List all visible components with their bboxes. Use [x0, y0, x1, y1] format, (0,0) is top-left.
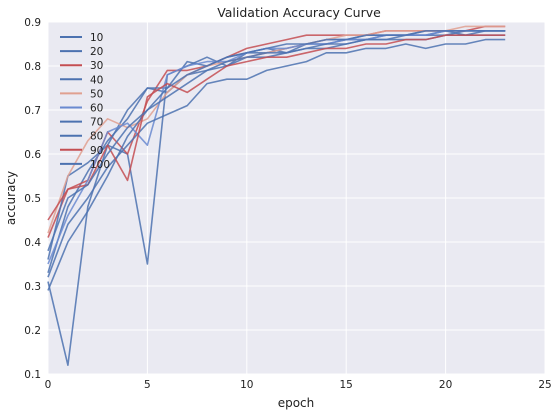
legend: 10 20 30 40 50 60 70 80 90 100 [60, 32, 110, 171]
y-tick-label: 0.9 [24, 17, 41, 29]
y-tick-label: 0.5 [24, 193, 41, 205]
y-axis-ticks: 0.1 0.2 0.3 0.4 0.5 0.6 0.7 0.8 0.9 [24, 17, 41, 381]
x-tick-label: 5 [144, 379, 151, 391]
y-tick-label: 0.8 [24, 61, 41, 73]
series-line-60 [47, 29, 506, 265]
x-axis-label: epoch [278, 396, 315, 410]
y-tick-label: 0.3 [24, 281, 41, 293]
grid-lines [47, 21, 546, 375]
x-tick-label: 25 [538, 379, 551, 391]
chart-title: Validation Accuracy Curve [217, 5, 381, 20]
y-tick-label: 0.7 [24, 105, 41, 117]
x-tick-label: 15 [340, 379, 353, 391]
y-tick-label: 0.4 [24, 237, 41, 249]
series-lines [47, 25, 506, 367]
y-tick-label: 0.2 [24, 325, 41, 337]
x-axis-ticks: 0 5 10 15 20 25 [45, 379, 552, 391]
legend-label-30: 30 [90, 60, 103, 72]
series-line-100 [47, 29, 506, 252]
legend-label-20: 20 [90, 46, 103, 58]
y-axis-label: accuracy [4, 171, 18, 225]
legend-label-40: 40 [90, 74, 103, 86]
legend-label-60: 60 [90, 103, 103, 115]
x-tick-label: 20 [439, 379, 452, 391]
legend-label-80: 80 [90, 131, 103, 143]
legend-label-10: 10 [90, 32, 103, 44]
series-line-70 [47, 38, 506, 278]
legend-label-50: 50 [90, 88, 103, 100]
y-tick-label: 0.1 [24, 369, 41, 381]
legend-label-100: 100 [90, 159, 110, 171]
x-tick-label: 10 [240, 379, 253, 391]
y-tick-label: 0.6 [24, 149, 41, 161]
legend-label-70: 70 [90, 117, 103, 129]
x-tick-label: 0 [45, 379, 52, 391]
legend-label-90: 90 [90, 145, 103, 157]
series-line-90 [47, 34, 506, 221]
